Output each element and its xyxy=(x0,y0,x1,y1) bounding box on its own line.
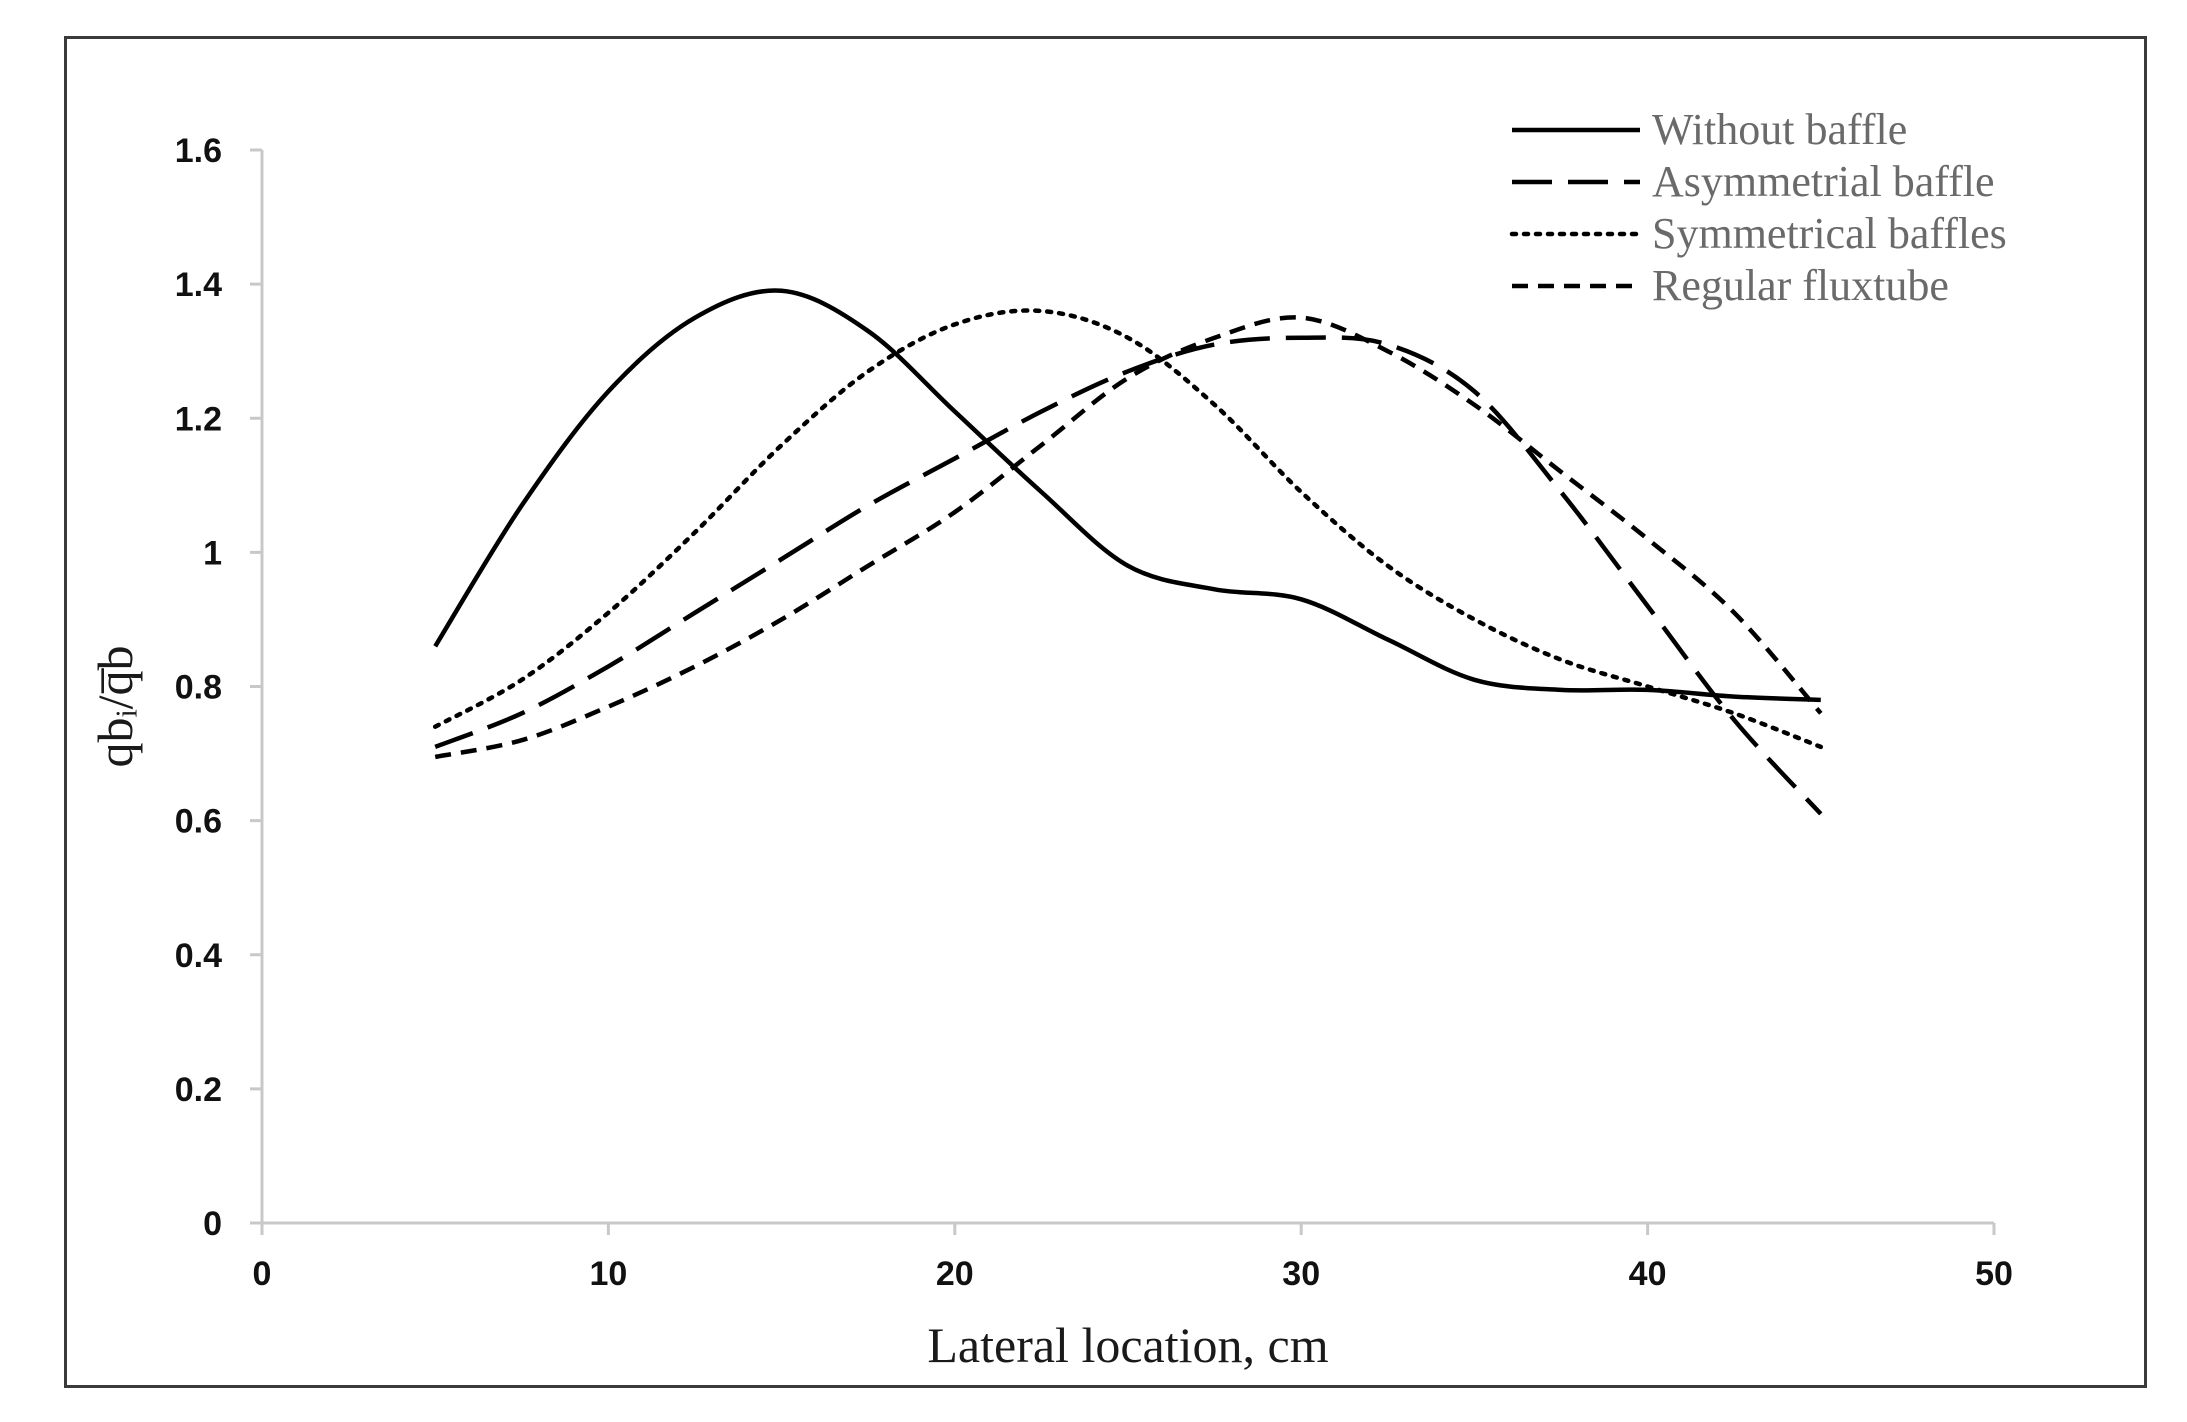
series-layer xyxy=(432,288,1824,816)
legend-label-3: Symmetrical baffles xyxy=(1652,209,2007,258)
x-tick-label: 0 xyxy=(253,1255,272,1293)
y-tick-label: 0.2 xyxy=(175,1071,222,1109)
x-tick-label: 30 xyxy=(1282,1255,1320,1293)
legend-label-4: Regular fluxtube xyxy=(1652,261,1949,310)
axes xyxy=(260,150,1994,1225)
series-line-3 xyxy=(432,308,1824,750)
y-tick-label: 0.8 xyxy=(175,669,222,707)
x-tick-label: 40 xyxy=(1629,1255,1667,1293)
y-tick-label: 1 xyxy=(203,534,222,572)
x-tick-label: 50 xyxy=(1975,1255,2013,1293)
legend-label-1: Without baffle xyxy=(1652,105,1907,154)
y-tick-label: 1.2 xyxy=(175,400,222,438)
x-tick-label: 10 xyxy=(589,1255,627,1293)
y-tick-label: 1.6 xyxy=(175,132,222,170)
chart-frame xyxy=(64,36,2147,1388)
series-line-4 xyxy=(434,315,1823,760)
y-ticks: 0 0.2 0.4 0.6 0.8 1 1.2 1.4 1.6 xyxy=(175,132,262,1243)
y-tick-label: 0.6 xyxy=(175,803,222,841)
legend-label-2: Asymmetrial baffle xyxy=(1652,157,1995,206)
series-line-2 xyxy=(434,335,1823,816)
x-tick-label: 20 xyxy=(936,1255,974,1293)
series-line-1 xyxy=(433,288,1821,703)
y-tick-label: 0.4 xyxy=(175,937,222,975)
y-axis-label: qbᵢ/q̅b xyxy=(87,645,143,767)
x-ticks: 0 10 20 30 40 50 xyxy=(253,1223,2013,1293)
y-tick-label: 0 xyxy=(203,1205,222,1243)
x-axis-label: Lateral location, cm xyxy=(927,1317,1328,1373)
y-tick-label: 1.4 xyxy=(175,266,222,304)
